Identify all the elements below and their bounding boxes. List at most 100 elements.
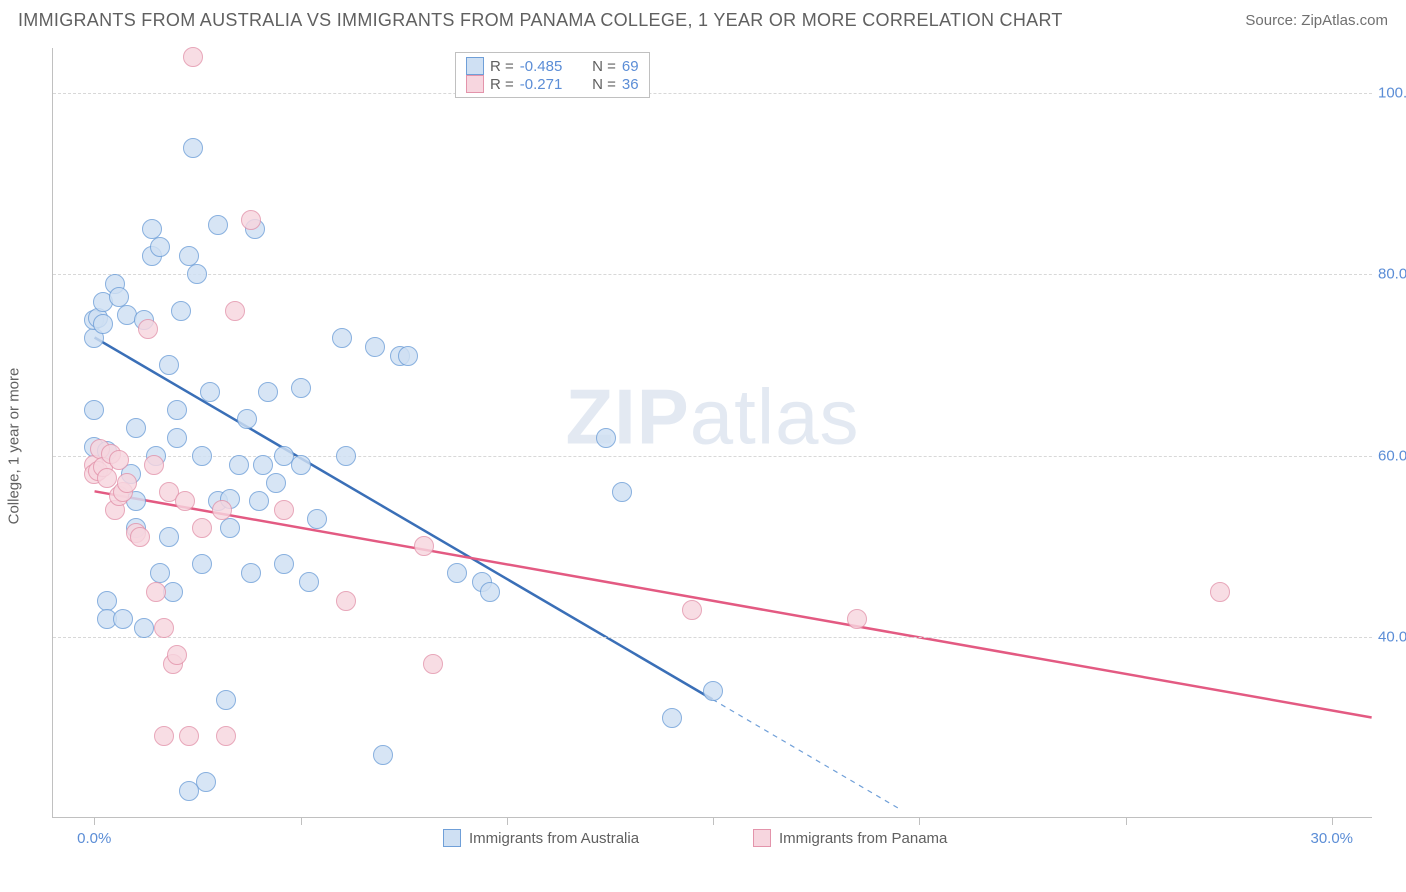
data-point (258, 382, 278, 402)
y-axis-label: College, 1 year or more (6, 368, 23, 525)
data-point (159, 355, 179, 375)
data-point (183, 47, 203, 67)
data-point (192, 554, 212, 574)
data-point (179, 781, 199, 801)
chart-plot-area: ZIPatlas 40.0%60.0%80.0%100.0%0.0%30.0%R… (52, 48, 1372, 818)
gridline (53, 637, 1372, 638)
data-point (113, 609, 133, 629)
x-tick (94, 817, 95, 825)
legend-swatch (753, 829, 771, 847)
data-point (398, 346, 418, 366)
x-tick (919, 817, 920, 825)
series-legend-item: Immigrants from Australia (443, 829, 639, 847)
y-tick-label: 60.0% (1378, 447, 1406, 464)
x-tick (1126, 817, 1127, 825)
data-point (373, 745, 393, 765)
data-point (192, 446, 212, 466)
legend-n-value: 69 (622, 58, 639, 75)
legend-swatch (466, 75, 484, 93)
legend-r-value: -0.485 (520, 58, 578, 75)
x-tick (507, 817, 508, 825)
data-point (130, 527, 150, 547)
data-point (423, 654, 443, 674)
gridline (53, 93, 1372, 94)
stats-legend: R = -0.485 N = 69R = -0.271 N = 36 (455, 52, 650, 98)
source-name: ZipAtlas.com (1301, 12, 1388, 29)
data-point (212, 500, 232, 520)
data-point (167, 428, 187, 448)
stats-legend-row: R = -0.271 N = 36 (466, 75, 639, 93)
data-point (117, 473, 137, 493)
data-point (216, 726, 236, 746)
data-point (208, 215, 228, 235)
data-point (274, 500, 294, 520)
data-point (612, 482, 632, 502)
chart-title: IMMIGRANTS FROM AUSTRALIA VS IMMIGRANTS … (18, 10, 1063, 31)
data-point (171, 301, 191, 321)
data-point (150, 563, 170, 583)
data-point (154, 618, 174, 638)
data-point (307, 509, 327, 529)
data-point (299, 572, 319, 592)
data-point (144, 455, 164, 475)
data-point (126, 418, 146, 438)
data-point (93, 314, 113, 334)
data-point (225, 301, 245, 321)
legend-r-value: -0.271 (520, 76, 578, 93)
data-point (336, 446, 356, 466)
legend-r-label: R = (490, 76, 514, 93)
data-point (237, 409, 257, 429)
data-point (167, 400, 187, 420)
data-point (253, 455, 273, 475)
data-point (159, 527, 179, 547)
data-point (187, 264, 207, 284)
data-point (150, 237, 170, 257)
data-point (332, 328, 352, 348)
data-point (192, 518, 212, 538)
data-point (216, 690, 236, 710)
regression-lines-layer (53, 48, 1372, 817)
data-point (229, 455, 249, 475)
data-point (142, 219, 162, 239)
data-point (154, 726, 174, 746)
data-point (447, 563, 467, 583)
legend-swatch (466, 57, 484, 75)
watermark-light: atlas (690, 373, 860, 461)
y-tick-label: 100.0% (1378, 85, 1406, 102)
x-tick-label: 30.0% (1310, 830, 1353, 847)
legend-n-label: N = (584, 76, 616, 93)
data-point (109, 287, 129, 307)
data-point (138, 319, 158, 339)
watermark-bold: ZIP (565, 373, 689, 461)
data-point (682, 600, 702, 620)
data-point (365, 337, 385, 357)
data-point (183, 138, 203, 158)
data-point (291, 378, 311, 398)
source-label: Source: ZipAtlas.com (1245, 12, 1388, 29)
data-point (249, 491, 269, 511)
watermark: ZIPatlas (565, 372, 859, 463)
y-tick-label: 40.0% (1378, 628, 1406, 645)
data-point (220, 518, 240, 538)
series-legend-item: Immigrants from Panama (753, 829, 947, 847)
data-point (84, 400, 104, 420)
data-point (703, 681, 723, 701)
data-point (179, 726, 199, 746)
data-point (596, 428, 616, 448)
data-point (274, 554, 294, 574)
data-point (146, 582, 166, 602)
data-point (97, 468, 117, 488)
x-tick (713, 817, 714, 825)
regression-line (95, 338, 713, 700)
data-point (134, 618, 154, 638)
data-point (847, 609, 867, 629)
data-point (1210, 582, 1230, 602)
data-point (266, 473, 286, 493)
y-tick-label: 80.0% (1378, 266, 1406, 283)
series-legend-label: Immigrants from Australia (469, 830, 639, 847)
data-point (291, 455, 311, 475)
gridline (53, 456, 1372, 457)
legend-r-label: R = (490, 58, 514, 75)
data-point (175, 491, 195, 511)
data-point (109, 450, 129, 470)
